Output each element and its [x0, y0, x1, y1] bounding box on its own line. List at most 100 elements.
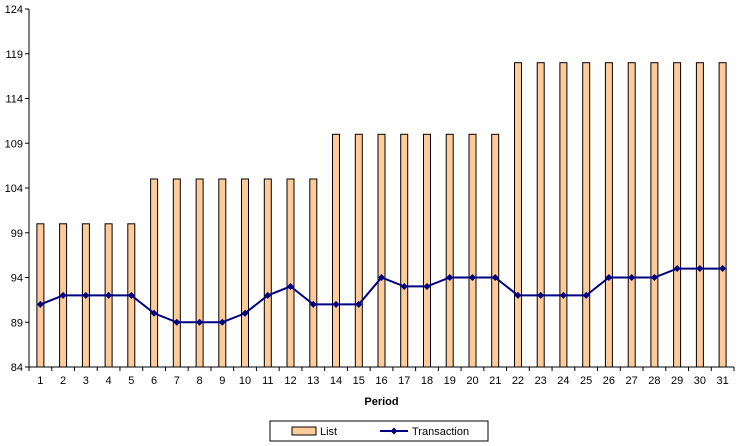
x-tick-label: 7 — [174, 375, 180, 387]
x-tick-label: 16 — [375, 375, 387, 387]
list-bar — [468, 133, 477, 368]
transaction-point — [196, 318, 204, 326]
y-tick-label: 114 — [5, 94, 23, 106]
y-axis: 84 89 94 99 104 109 114 119 124 — [5, 4, 30, 374]
x-tick-label: 30 — [694, 375, 706, 387]
x-tick-label: 14 — [330, 375, 342, 387]
x-tick-label: 15 — [353, 375, 365, 387]
y-tick-label: 94 — [11, 273, 23, 285]
transaction-point — [173, 318, 181, 326]
x-tick-label: 1 — [37, 375, 43, 387]
x-tick-label: 6 — [151, 375, 157, 387]
x-tick-label: 4 — [106, 375, 112, 387]
x-tick-label: 13 — [307, 375, 319, 387]
transaction-point — [105, 291, 113, 299]
transaction-point — [264, 291, 272, 299]
legend-label-list: List — [320, 426, 337, 438]
list-bar — [650, 62, 659, 368]
transaction-point — [332, 300, 340, 308]
list-bar — [377, 133, 386, 368]
y-tick-label: 104 — [5, 183, 23, 195]
transaction-point — [446, 274, 454, 281]
transaction-point — [559, 291, 567, 299]
transaction-point — [400, 282, 408, 290]
list-bar — [491, 133, 500, 368]
y-tick-label: 99 — [11, 228, 23, 240]
list-bar — [582, 62, 591, 368]
list-bar — [445, 133, 454, 368]
y-tick-label: 109 — [5, 138, 23, 150]
x-tick-label: 8 — [197, 375, 203, 387]
x-tick-label: 10 — [239, 375, 251, 387]
transaction-point — [309, 300, 317, 308]
transaction-point — [287, 282, 295, 290]
legend-marker-transaction — [390, 427, 398, 435]
x-tick-label: 9 — [219, 375, 225, 387]
x-tick-label: 12 — [284, 375, 296, 387]
transaction-point — [696, 265, 704, 273]
transaction-point — [241, 309, 249, 317]
list-bar — [218, 178, 227, 368]
list-bar — [241, 178, 249, 368]
transaction-point — [127, 291, 135, 299]
list-bar — [718, 62, 727, 368]
legend-label-transaction: Transaction — [412, 426, 469, 438]
legend-box — [269, 420, 489, 442]
legend: List Transaction — [269, 420, 489, 442]
x-tick-label: 5 — [128, 375, 134, 387]
list-bar — [150, 178, 159, 368]
transaction-point — [514, 291, 522, 299]
transaction-point — [719, 265, 727, 273]
transaction-point — [673, 265, 681, 273]
transaction-point — [59, 291, 67, 299]
transaction-point — [628, 274, 636, 281]
x-tick-label: 19 — [444, 375, 456, 387]
list-bar — [536, 62, 545, 368]
transaction-series — [36, 265, 727, 326]
x-tick-label: 17 — [398, 375, 410, 387]
x-tick-label: 11 — [262, 375, 273, 387]
x-tick-label: 26 — [603, 375, 615, 387]
x-tick-label: 28 — [648, 375, 660, 387]
x-tick-label: 21 — [489, 375, 501, 387]
transaction-point — [423, 282, 431, 290]
list-bars — [36, 62, 727, 368]
y-tick-label: 124 — [5, 4, 23, 16]
list-bar — [195, 178, 204, 368]
y-tick-label: 89 — [11, 317, 23, 329]
transaction-point — [468, 274, 476, 281]
transaction-point — [355, 300, 363, 308]
list-bar — [354, 133, 363, 368]
list-bar — [559, 62, 568, 368]
x-tick-label: 24 — [557, 375, 569, 387]
x-tick-label: 18 — [421, 375, 433, 387]
y-tick-label: 119 — [5, 49, 23, 61]
list-bar — [36, 223, 45, 368]
y-tick-label: 84 — [11, 362, 23, 374]
list-bar — [673, 62, 682, 368]
x-tick-label: 31 — [717, 375, 729, 387]
list-bar — [627, 62, 636, 368]
transaction-point — [150, 309, 158, 317]
list-bar — [309, 178, 318, 368]
x-tick-label: 20 — [466, 375, 478, 387]
transaction-point — [491, 274, 499, 281]
x-tick-label: 25 — [580, 375, 592, 387]
list-bar — [695, 62, 704, 368]
list-bar — [172, 178, 181, 368]
list-bar — [286, 178, 295, 368]
x-tick-label: 22 — [512, 375, 524, 387]
transaction-point — [605, 274, 613, 281]
x-tick-label: 3 — [83, 375, 89, 387]
transaction-point — [582, 291, 590, 299]
x-tick-label: 2 — [60, 375, 66, 387]
transaction-point — [218, 318, 226, 326]
transaction-point — [82, 291, 90, 299]
transaction-point — [378, 274, 385, 281]
x-axis: 1 2 3 4 5 6 7 8 9 10 11 12 13 14 15 16 17 18 19 20 21 22 23 24 2… — [28, 366, 735, 387]
list-bar — [604, 62, 613, 368]
list-bar — [263, 178, 272, 368]
transaction-point — [36, 300, 44, 308]
x-tick-label: 23 — [535, 375, 547, 387]
